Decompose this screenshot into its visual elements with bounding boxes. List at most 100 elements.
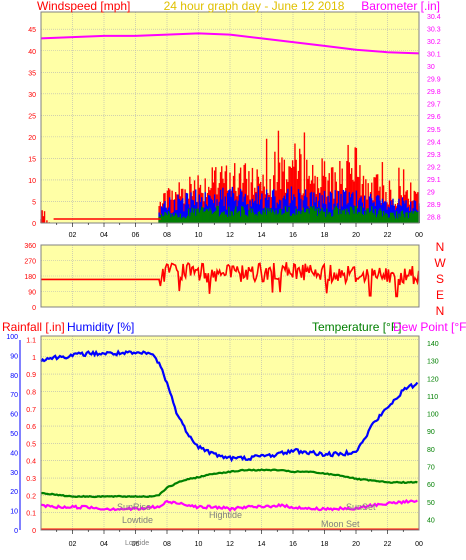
annotation-hightide: Hightide (209, 510, 242, 520)
humidity-tick-label: 50 (10, 431, 18, 438)
x-tick-label-bottom: 10 (195, 541, 203, 548)
x-tick-label-top: 20 (352, 232, 360, 239)
rainfall-tick-label: 1.1 (26, 337, 36, 344)
rainfall-tick-label: 1 (32, 355, 36, 362)
windspeed-tick-label: 10 (28, 178, 36, 185)
x-tick-label-bottom: 18 (321, 541, 329, 548)
temperature-tick-label: 110 (427, 394, 438, 401)
rainfall-tick-label: 0.9 (26, 372, 36, 379)
barometer-tick-label: 29.1 (427, 177, 441, 184)
direction-label-north-bottom: N (436, 304, 445, 318)
x-tick-label-top: 12 (226, 232, 234, 239)
humidity-tick-label: 70 (10, 392, 18, 399)
barometer-tick-label: 29 (427, 190, 435, 197)
barometer-tick-label: 28.9 (427, 202, 441, 209)
humidity-tick-label: 80 (10, 373, 18, 380)
x-tick-label-bottom: 14 (258, 541, 266, 548)
rainfall-tick-label: 0.3 (26, 476, 36, 483)
dewpoint-axis-title: Dew Point [°F] (393, 320, 466, 334)
direction-tick-label: 90 (28, 290, 36, 297)
wind-direction-frame (40, 244, 420, 308)
windspeed-tick-label: 35 (28, 70, 36, 77)
temperature-tick-label: 100 (427, 412, 439, 419)
barometer-tick-label: 29.2 (427, 164, 441, 171)
annotation-sunrise: SunRise (117, 502, 151, 512)
barometer-tick-label: 30.2 (427, 39, 441, 46)
windspeed-tick-label: 30 (28, 92, 36, 99)
x-tick-label-top: 00 (415, 232, 423, 239)
x-tick-label-top: 18 (321, 232, 329, 239)
rainfall-tick-label: 0.4 (26, 459, 36, 466)
direction-label-north-top: N (436, 240, 445, 254)
barometer-tick-label: 29.8 (427, 89, 441, 96)
humidity-tick-label: 0 (14, 528, 18, 535)
x-tick-label-top: 16 (289, 232, 297, 239)
temperature-axis-title: Temperature [°F] (312, 320, 402, 334)
graph-title: 24 hour graph day - June 12 2018 (164, 0, 345, 13)
humidity-tick-label: 40 (10, 450, 18, 457)
direction-label-west: W (434, 256, 446, 270)
annotation-sunset: SunSet (346, 502, 376, 512)
temperature-tick-label: 120 (427, 376, 439, 383)
x-tick-label-bottom: 20 (352, 541, 360, 548)
windspeed-tick-label: 45 (28, 27, 36, 34)
humidity-tick-label: 20 (10, 489, 18, 496)
temperature-tick-label: 40 (427, 517, 435, 524)
dewpoint-line (40, 498, 418, 512)
plot-frames (19, 11, 420, 534)
annotation-lowtide: Lowtide (122, 515, 153, 525)
direction-tick-label: 0 (32, 305, 36, 312)
windspeed-tick-label: 0 (32, 221, 36, 228)
rainfall-tick-label: 0.5 (26, 441, 36, 448)
annotation-moonset: Moon Set (321, 519, 360, 529)
x-tick-label-bottom: 06 (132, 541, 140, 548)
barometer-tick-label: 29.6 (427, 114, 441, 121)
barometer-tick-label: 29.5 (427, 127, 441, 134)
barometer-line (40, 32, 420, 55)
temperature-line (40, 468, 418, 499)
x-tick-label-top: 06 (132, 232, 140, 239)
x-tick-label-top: 08 (163, 232, 171, 239)
humidity-tick-label: 10 (10, 509, 18, 516)
rainfall-tick-label: 0.7 (26, 407, 36, 414)
windspeed-tick-label: 5 (32, 199, 36, 206)
humidity-tick-label: 60 (10, 412, 18, 419)
x-tick-label-top: 02 (69, 232, 77, 239)
humidity-tick-label: 90 (10, 353, 18, 360)
rainfall-tick-label: 0.6 (26, 424, 36, 431)
humidity-line (40, 349, 419, 463)
barometer-tick-label: 29.7 (427, 102, 441, 109)
direction-tick-label: 270 (24, 259, 36, 266)
humidity-tick-label: 100 (6, 334, 18, 341)
direction-tick-label: 360 (24, 243, 36, 250)
barometer-tick-label: 30.4 (427, 14, 441, 21)
x-tick-label-top: 04 (100, 232, 108, 239)
x-tick-label-bottom: 22 (384, 541, 392, 548)
temperature-tick-label: 70 (427, 465, 435, 472)
windspeed-axis-title: Windspeed [mph] (37, 0, 130, 13)
windspeed-tick-label: 20 (28, 135, 36, 142)
windspeed-tick-label: 15 (28, 156, 36, 163)
x-tick-label-bottom: 08 (163, 541, 171, 548)
windspeed-tick-label: 25 (28, 113, 36, 120)
temperature-tick-label: 130 (427, 359, 439, 366)
barometer-tick-label: 28.8 (427, 215, 441, 222)
humidity-axis-title: Humidity [%] (67, 320, 134, 334)
x-tick-label-bottom: 12 (226, 541, 234, 548)
x-tick-label-bottom: 00 (415, 541, 423, 548)
rainfall-tick-label: 0 (32, 528, 36, 535)
barometer-tick-label: 30.3 (427, 26, 441, 33)
direction-tick-label: 180 (24, 274, 36, 281)
temperature-tick-label: 90 (427, 429, 435, 436)
windspeed-tick-label: 40 (28, 49, 36, 56)
temperature-tick-label: 50 (427, 500, 435, 507)
tick-labels: 02 04 06 08 10 12 14 16 18 20 22 004540353025201510… (6, 14, 440, 548)
barometer-axis-title: Barometer [.in] (361, 0, 440, 13)
barometer-tick-label: 29.9 (427, 77, 441, 84)
data-series (40, 32, 420, 530)
rainfall-tick-label: 0.8 (26, 389, 36, 396)
x-tick-label-top: 10 (195, 232, 203, 239)
temperature-tick-label: 80 (427, 447, 435, 454)
